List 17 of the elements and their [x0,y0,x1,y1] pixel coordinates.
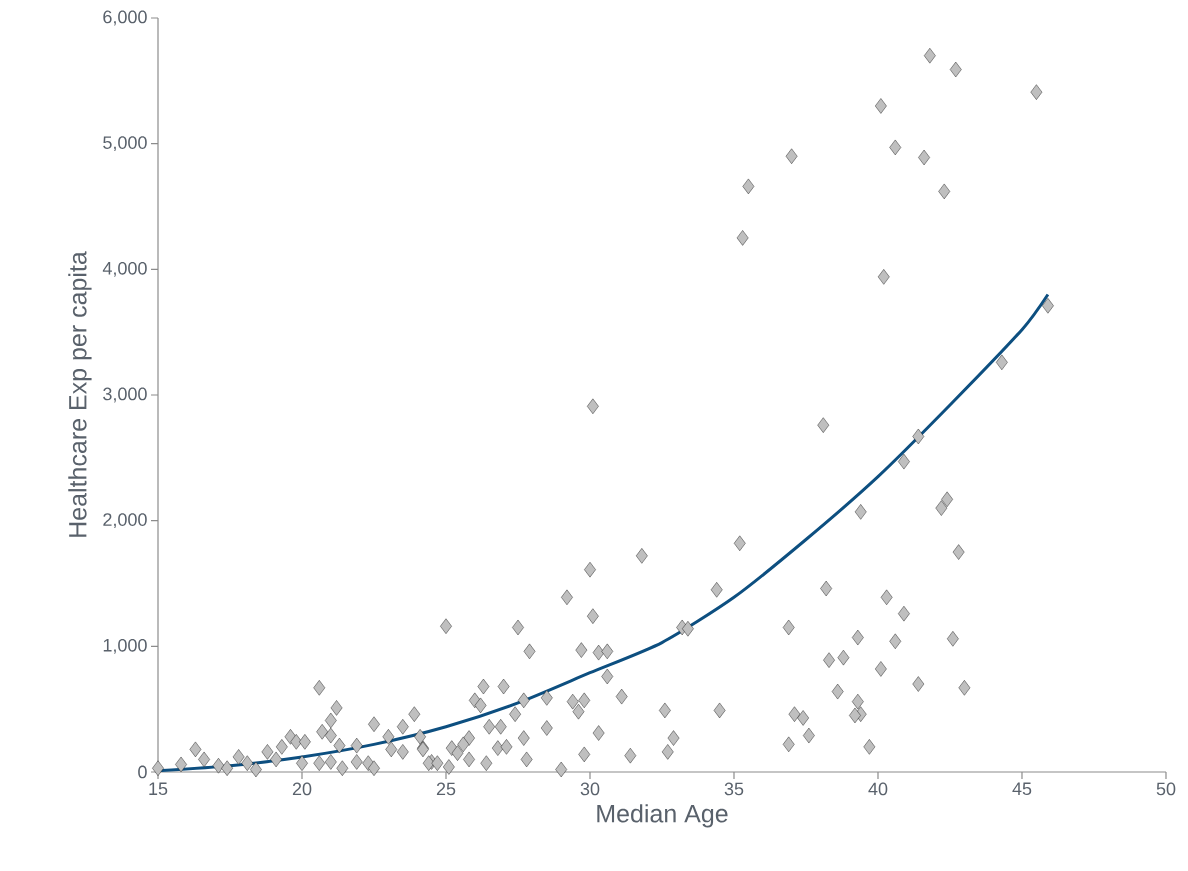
x-axis-title: Median Age [597,804,728,828]
y-axis-title: Healthcare Exp per capita [68,251,92,537]
x-tick-label: 30 [580,782,600,796]
y-tick-label: 1,000 [103,638,147,654]
x-tick-label: 20 [292,782,312,796]
x-tick-label: 35 [724,782,744,796]
y-tick-label: 6,000 [103,10,147,26]
y-tick-label: 4,000 [102,261,147,277]
x-tick-label: 50 [1156,782,1176,796]
x-tick-label: 40 [868,782,888,796]
x-tick-label: 15 [149,782,168,796]
y-tick-label: 5,000 [103,136,147,152]
y-tick-label: 2,000 [103,513,147,529]
y-tick-label: 0 [138,765,147,779]
x-tick-label: 25 [436,782,456,796]
x-tick-label: 45 [1012,782,1032,796]
y-tick-label: 3,000 [103,387,147,403]
